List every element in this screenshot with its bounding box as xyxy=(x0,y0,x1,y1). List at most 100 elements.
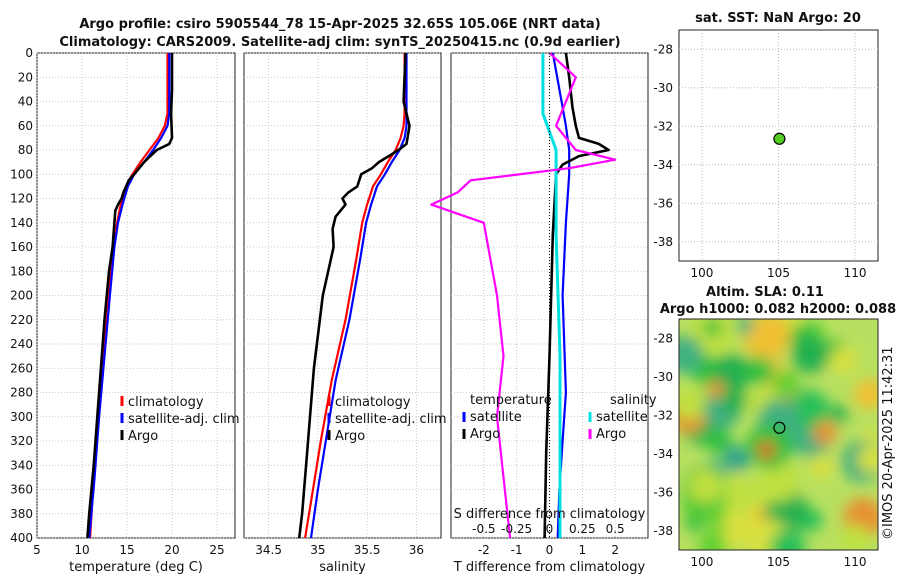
depth-tick-label: 100 xyxy=(10,167,33,181)
difference-top-tick-label: -0.5 xyxy=(472,522,495,536)
sla-blob xyxy=(757,440,776,459)
sla-blobs xyxy=(679,319,878,550)
panel-sla_map: 100 105 110 -28 -30 -32 -34 -36 -38 Altim. SLA: 0… xyxy=(653,285,896,569)
sla-blob xyxy=(720,387,748,414)
difference-x-tick-label: 2 xyxy=(611,543,619,557)
difference-top-axis-label: S difference from climatology xyxy=(454,507,646,522)
sla-blob xyxy=(707,380,725,398)
depth-tick-label: 380 xyxy=(10,507,33,521)
sst_map-frame xyxy=(678,29,879,262)
sla-map-title-1: Altim. SLA: 0.11 xyxy=(706,285,824,300)
depth-tick-label: 360 xyxy=(10,483,33,497)
depth-tick-label: 300 xyxy=(10,410,33,424)
sla-blob xyxy=(791,335,829,374)
temperature-x-tick-label: 15 xyxy=(119,543,134,557)
depth-tick-label: 40 xyxy=(18,95,33,109)
difference-top-tick-label: 0 xyxy=(546,522,554,536)
sla-blob xyxy=(857,446,878,473)
sla-blob xyxy=(685,513,704,532)
sla_map-y-tick-label: -38 xyxy=(653,524,673,538)
sst_map-argo-point xyxy=(773,132,786,145)
sla-blob xyxy=(688,468,724,504)
sst_map-x-tick-label: 105 xyxy=(767,266,790,280)
depth-tick-label: 280 xyxy=(10,386,33,400)
sla-blob xyxy=(772,370,800,397)
sla-blob xyxy=(725,447,750,472)
sla_map-y-tick-label: -28 xyxy=(653,331,673,345)
imos-watermark: ©IMOS 20-Apr-2025 11:42:31 xyxy=(881,346,896,540)
sla_map-y-tick-label: -32 xyxy=(653,408,673,422)
sla-blob xyxy=(757,460,799,502)
salinity-frame xyxy=(243,52,442,539)
depth-tick-label: 340 xyxy=(10,458,33,472)
difference-top-tick-label: 0.5 xyxy=(606,522,625,536)
title-line-2: Climatology: CARS2009. Satellite-adj cli… xyxy=(59,35,620,50)
sla-blob xyxy=(679,335,704,374)
difference-series-salinity-argo xyxy=(430,52,617,539)
salinity-legend-label: satellite-adj. clim xyxy=(335,412,447,427)
difference-legend-label: Argo xyxy=(596,427,626,442)
panel-sst_map: 100 105 110 -28 -30 -32 -34 -36 -38 sat. SST: NaN… xyxy=(653,11,879,280)
depth-tick-label: 240 xyxy=(10,337,33,351)
depth-tick-label: 220 xyxy=(10,313,33,327)
sst-map-title: sat. SST: NaN Argo: 20 xyxy=(695,11,861,26)
temperature-legend-label: satellite-adj. clim xyxy=(128,412,240,427)
sla-blob xyxy=(735,319,754,335)
difference-top-tick-label: 0.25 xyxy=(569,522,596,536)
difference-legend-label: satellite xyxy=(596,410,648,425)
difference-x-tick-label: 1 xyxy=(579,543,587,557)
salinity-series-satellite-adj-clim xyxy=(309,53,408,539)
sla-blob xyxy=(745,356,774,385)
temperature-legend-label: Argo xyxy=(128,429,158,444)
sla_map-y-tick-label: -36 xyxy=(653,485,673,499)
salinity-series-climatology xyxy=(304,53,406,539)
panel-salinity: 34.5 35 35.5 36 salinity climatology satellite… xyxy=(243,52,447,575)
sla-blob xyxy=(830,346,858,374)
depth-tick-label: 120 xyxy=(10,192,33,206)
sla-blob xyxy=(705,427,732,454)
depth-tick-label: 180 xyxy=(10,264,33,278)
difference-legend-label: Argo xyxy=(470,427,500,442)
difference-x-tick-label: -1 xyxy=(511,543,523,557)
salinity-series-argo xyxy=(297,52,411,539)
depth-tick-label: 400 xyxy=(10,531,33,545)
sla-blob xyxy=(722,511,758,547)
salinity-x-axis-label: salinity xyxy=(319,560,366,575)
salinity-legend-label: Argo xyxy=(335,429,365,444)
sla-blob xyxy=(841,523,870,550)
sla_map-x-tick-label: 100 xyxy=(691,555,714,569)
depth-tick-label: 160 xyxy=(10,240,33,254)
sla_map-frame xyxy=(678,318,879,551)
sla-blob xyxy=(743,319,791,360)
temperature-legend-label: climatology xyxy=(128,395,204,410)
sst_map-y-tick-label: -32 xyxy=(653,119,673,133)
legend-salinity-title: salinity xyxy=(610,393,657,408)
sla_map-x-tick-label: 110 xyxy=(844,555,867,569)
difference-series-temperature-satellite xyxy=(551,52,571,539)
salinity-x-tick-label: 36 xyxy=(409,543,424,557)
sst_map-y-tick-label: -28 xyxy=(653,42,673,56)
sla-blob xyxy=(809,454,834,480)
difference-x-tick-label: -2 xyxy=(478,543,490,557)
temperature-x-axis-label: temperature (deg C) xyxy=(69,560,203,575)
depth-tick-label: 140 xyxy=(10,216,33,230)
salinity-x-tick-label: 35.5 xyxy=(354,543,381,557)
difference-top-tick-label: -0.25 xyxy=(501,522,532,536)
salinity-x-tick-label: 35 xyxy=(310,543,325,557)
temperature-x-tick-label: 20 xyxy=(164,543,179,557)
salinity-x-tick-label: 34.5 xyxy=(255,543,282,557)
legend-temperature-title: temperature xyxy=(470,393,552,408)
depth-tick-label: 200 xyxy=(10,289,33,303)
sst_map-x-tick-label: 100 xyxy=(691,266,714,280)
sst_map-y-tick-label: -38 xyxy=(653,235,673,249)
depth-tick-label: 80 xyxy=(18,143,33,157)
sst_map-y-tick-label: -30 xyxy=(653,81,673,95)
temperature-x-tick-label: 5 xyxy=(33,543,41,557)
sla-heatmap xyxy=(679,319,878,550)
sst_map-y-tick-label: -36 xyxy=(653,196,673,210)
sla_map-argo-point xyxy=(773,421,786,434)
sla_map-x-tick-label: 105 xyxy=(767,555,790,569)
panel-difference: -2 -1 0 1 2 T difference from climatology temp… xyxy=(430,52,657,575)
depth-tick-label: 260 xyxy=(10,361,33,375)
salinity-legend-label: climatology xyxy=(335,395,411,410)
